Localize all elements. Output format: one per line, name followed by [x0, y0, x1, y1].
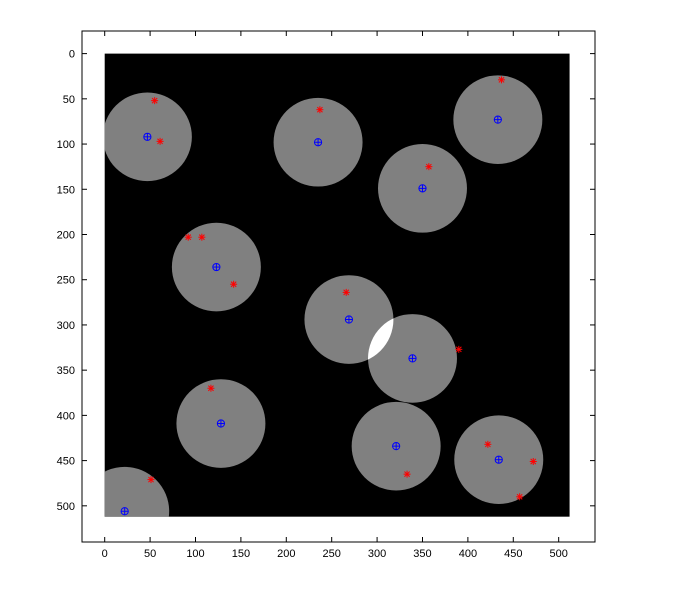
x-tick-label: 300 — [368, 548, 386, 560]
center-marker — [143, 132, 152, 141]
center-marker — [418, 184, 427, 193]
y-tick-label: 200 — [57, 229, 75, 241]
x-tick-label: 0 — [102, 548, 108, 560]
y-tick-label: 100 — [57, 139, 75, 151]
star-stroke-d2 — [230, 281, 237, 288]
red-star-marker — [529, 458, 537, 466]
red-star-marker — [342, 288, 350, 296]
x-tick-label: 100 — [186, 548, 204, 560]
star-stroke-d2 — [151, 97, 158, 104]
y-tick-label: 450 — [57, 456, 75, 468]
center-marker — [120, 507, 129, 516]
center-marker — [494, 455, 503, 464]
tick-layer: 0 50 100 150 200 250 300 350 400 450 500 0 50 100 150 2… — [57, 31, 595, 560]
red-star-marker — [230, 280, 238, 288]
y-tick-label: 150 — [57, 184, 75, 196]
y-tick-label: 500 — [57, 501, 75, 513]
star-stroke-d2 — [484, 441, 491, 448]
y-tick-label: 300 — [57, 320, 75, 332]
red-star-marker — [316, 106, 324, 114]
center-marker — [216, 419, 226, 428]
star-stroke-d2 — [148, 476, 154, 483]
x-tick-label: 450 — [504, 548, 522, 560]
red-star-marker — [455, 345, 463, 353]
y-tick-label: 400 — [57, 410, 75, 422]
axes-frame — [81, 30, 596, 543]
red-star-marker — [484, 440, 492, 448]
x-tick-label: 350 — [413, 548, 431, 560]
star-stroke-d2 — [425, 163, 432, 170]
red-star-marker — [516, 493, 524, 501]
star-stroke-d2 — [185, 234, 192, 241]
y-tick-label: 0 — [69, 49, 75, 61]
x-tick-label: 150 — [232, 548, 250, 560]
y-tick-label: 350 — [57, 365, 75, 377]
star-stroke-d2 — [316, 106, 323, 113]
marker-layer — [120, 76, 537, 516]
star-stroke-d2 — [343, 289, 350, 296]
star-stroke-d2 — [404, 471, 411, 478]
x-tick-label: 250 — [323, 548, 341, 560]
star-stroke-d2 — [498, 76, 505, 83]
star-stroke-d2 — [530, 458, 537, 465]
red-star-marker — [184, 233, 192, 241]
star-stroke-d2 — [157, 138, 164, 145]
red-star-marker — [198, 233, 206, 241]
star-stroke-d2 — [516, 493, 523, 500]
x-tick-label: 50 — [144, 548, 156, 560]
center-marker — [313, 138, 323, 147]
image-layer — [104, 53, 570, 517]
red-star-marker — [403, 470, 411, 478]
red-star-marker — [207, 384, 215, 392]
y-tick-label: 250 — [57, 275, 75, 287]
center-marker — [344, 315, 354, 324]
red-star-marker — [147, 476, 155, 484]
x-tick-label: 400 — [459, 548, 477, 560]
y-tick-label: 50 — [63, 94, 75, 106]
star-stroke-d2 — [207, 385, 214, 392]
center-marker — [392, 442, 401, 451]
x-tick-label: 200 — [277, 548, 295, 560]
star-stroke-d2 — [198, 234, 205, 241]
red-star-marker — [497, 76, 505, 84]
red-star-marker — [151, 97, 159, 105]
center-marker — [212, 262, 221, 272]
x-tick-label: 500 — [550, 548, 568, 560]
star-stroke-d2 — [455, 346, 462, 353]
red-star-marker — [425, 163, 433, 171]
center-marker — [493, 115, 502, 124]
red-star-marker — [156, 137, 164, 145]
center-marker — [408, 354, 417, 363]
